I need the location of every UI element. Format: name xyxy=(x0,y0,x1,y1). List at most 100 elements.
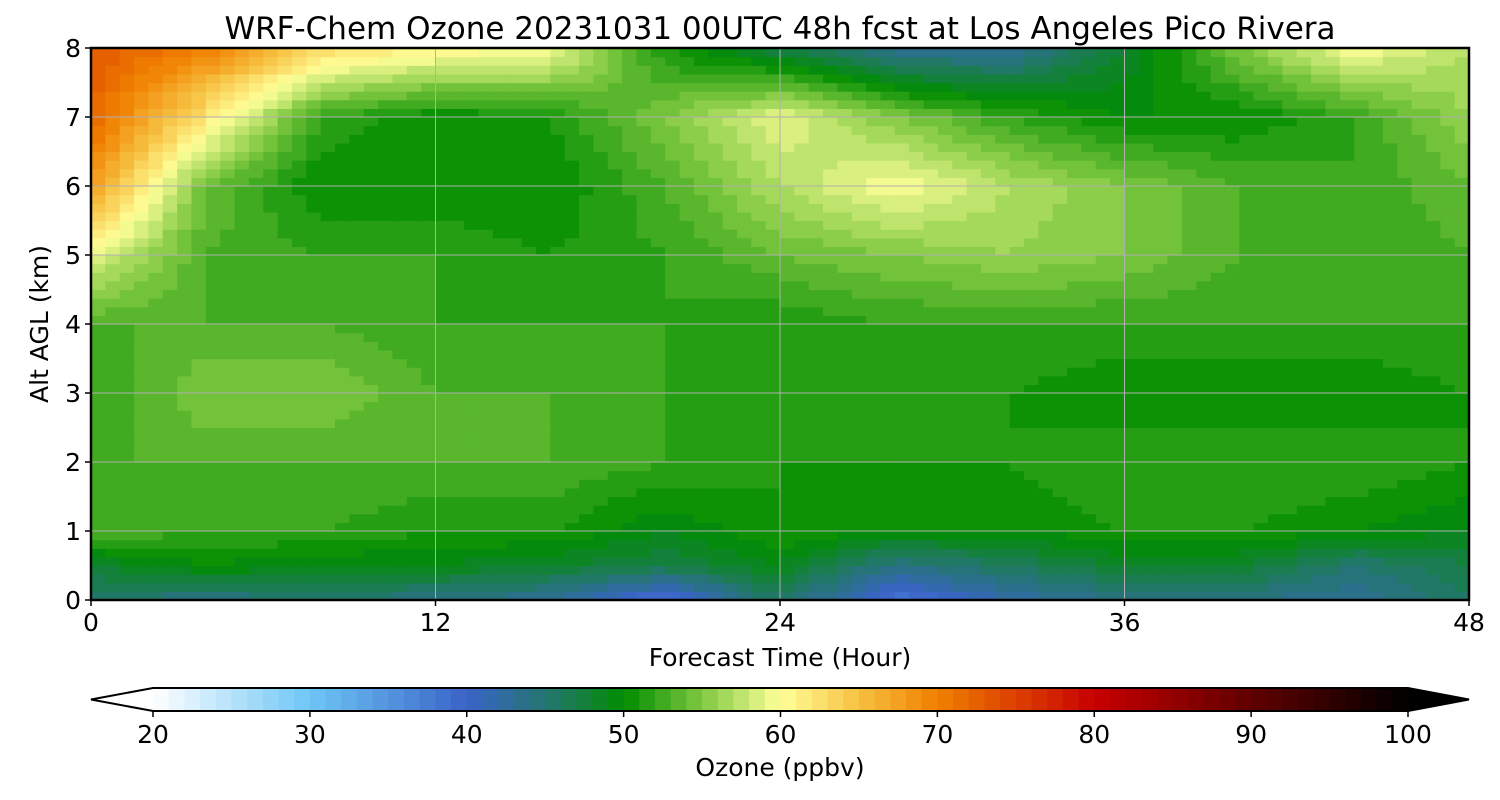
heatmap-cell xyxy=(1296,151,1312,161)
heatmap-cell xyxy=(564,177,580,187)
heatmap-cell xyxy=(1440,436,1456,446)
heatmap-cell xyxy=(507,505,523,515)
heatmap-cell xyxy=(91,565,106,575)
heatmap-cell xyxy=(177,548,193,558)
heatmap-cell xyxy=(780,229,795,239)
heatmap-cell xyxy=(995,582,1011,592)
heatmap-cell xyxy=(1038,401,1054,411)
heatmap-cell xyxy=(177,479,193,489)
heatmap-cell xyxy=(521,246,537,256)
heatmap-cell xyxy=(851,393,867,403)
heatmap-cell xyxy=(923,427,939,437)
heatmap-cell xyxy=(736,496,752,506)
heatmap-cell xyxy=(1397,341,1413,351)
heatmap-cell xyxy=(708,582,724,592)
heatmap-cell xyxy=(1239,548,1255,558)
heatmap-cell xyxy=(765,479,781,489)
heatmap-cell xyxy=(1311,591,1327,601)
heatmap-cell xyxy=(478,565,494,575)
heatmap-cell xyxy=(636,220,652,230)
heatmap-cell xyxy=(320,393,336,403)
heatmap-cell xyxy=(234,280,250,291)
heatmap-cell xyxy=(1440,289,1456,299)
heatmap-cell xyxy=(794,531,810,541)
heatmap-cell xyxy=(708,324,724,334)
heatmap-cell xyxy=(392,436,408,446)
heatmap-cell xyxy=(421,298,437,308)
heatmap-cell xyxy=(880,341,896,351)
heatmap-cell xyxy=(579,306,594,316)
heatmap-cell xyxy=(837,393,853,403)
heatmap-cell xyxy=(1382,375,1398,385)
heatmap-cell xyxy=(306,324,322,334)
heatmap-cell xyxy=(607,306,623,316)
heatmap-cell xyxy=(1009,548,1025,558)
heatmap-cell xyxy=(449,470,465,480)
heatmap-cell xyxy=(91,513,106,523)
heatmap-cell xyxy=(335,591,350,601)
heatmap-cell xyxy=(535,324,551,334)
heatmap-cell xyxy=(679,237,695,247)
heatmap-cell xyxy=(148,531,164,541)
heatmap-cell xyxy=(1138,186,1154,196)
heatmap-cell xyxy=(291,255,307,265)
heatmap-cell xyxy=(1397,186,1413,196)
heatmap-cell xyxy=(148,479,164,489)
heatmap-cell xyxy=(363,298,379,308)
heatmap-cell xyxy=(435,582,451,592)
heatmap-cell xyxy=(263,324,279,334)
heatmap-cell xyxy=(808,306,824,316)
heatmap-cell xyxy=(91,462,106,472)
heatmap-cell xyxy=(320,203,336,213)
heatmap-cell xyxy=(220,410,236,420)
heatmap-cell xyxy=(248,401,264,411)
heatmap-cell xyxy=(277,272,293,282)
heatmap-cell xyxy=(291,341,307,351)
heatmap-cell xyxy=(650,574,666,584)
heatmap-cell xyxy=(1354,298,1370,308)
heatmap-cell xyxy=(679,220,695,230)
heatmap-cell xyxy=(708,410,724,420)
heatmap-cell xyxy=(564,315,580,325)
heatmap-cell xyxy=(435,211,451,222)
heatmap-cell xyxy=(1296,384,1312,394)
heatmap-cell xyxy=(679,384,695,394)
heatmap-cell xyxy=(1382,324,1398,334)
heatmap-cell xyxy=(220,384,236,394)
heatmap-cell xyxy=(177,229,193,239)
heatmap-cell xyxy=(665,556,681,567)
heatmap-cell xyxy=(923,358,939,368)
heatmap-cell xyxy=(622,237,638,247)
heatmap-cell xyxy=(1124,375,1140,385)
heatmap-cell xyxy=(636,505,652,515)
heatmap-cell xyxy=(449,306,465,316)
heatmap-cell xyxy=(1454,436,1470,446)
heatmap-cell xyxy=(1368,177,1384,187)
heatmap-cell xyxy=(363,220,379,230)
heatmap-cell xyxy=(622,393,638,403)
heatmap-cell xyxy=(1224,229,1240,239)
heatmap-cell xyxy=(291,375,307,385)
heatmap-cell xyxy=(1052,168,1068,178)
heatmap-cell xyxy=(1239,177,1255,187)
heatmap-cell xyxy=(1368,341,1384,351)
heatmap-cell xyxy=(823,393,839,403)
heatmap-cell xyxy=(1067,315,1083,325)
heatmap-cell xyxy=(579,237,594,247)
heatmap-cell xyxy=(91,211,106,222)
heatmap-cell xyxy=(1124,487,1140,498)
heatmap-cell xyxy=(464,263,480,273)
heatmap-cell xyxy=(220,401,236,411)
heatmap-cell xyxy=(91,505,106,515)
heatmap-cell xyxy=(866,315,882,325)
heatmap-cell xyxy=(248,505,264,515)
heatmap-cell xyxy=(780,186,795,196)
heatmap-cell xyxy=(1253,315,1269,325)
heatmap-cell xyxy=(177,341,193,351)
heatmap-cell xyxy=(780,306,795,316)
heatmap-cell xyxy=(952,479,968,489)
heatmap-cell xyxy=(378,401,394,411)
heatmap-cell xyxy=(665,565,681,575)
heatmap-cell xyxy=(1009,298,1025,308)
heatmap-cell xyxy=(794,462,810,472)
